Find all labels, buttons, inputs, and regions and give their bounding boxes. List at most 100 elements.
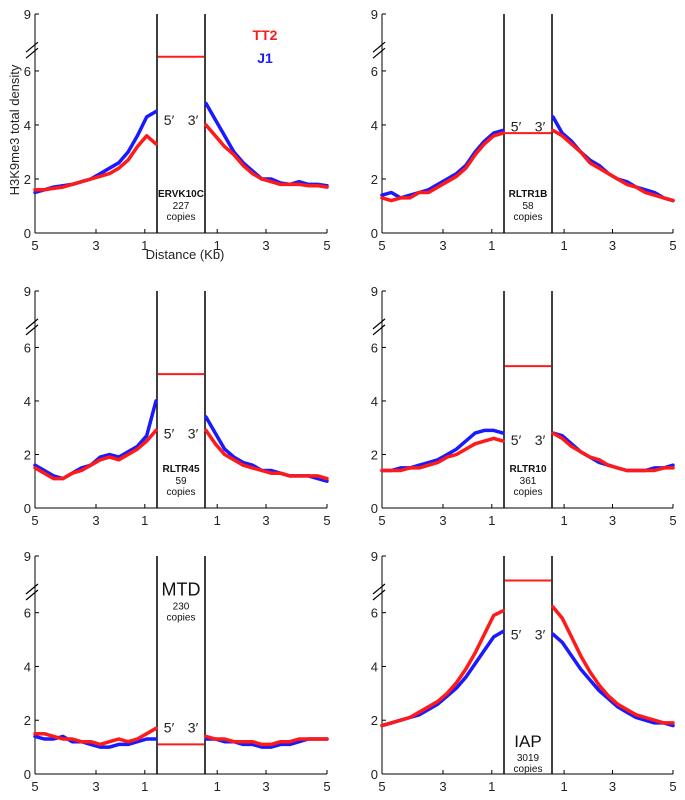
- x-tick-label: 1: [214, 238, 221, 253]
- copies-label: copies: [167, 613, 196, 624]
- axis-break-mark: [372, 589, 386, 601]
- y-tick-label: 6: [24, 64, 31, 79]
- copies-label: copies: [167, 212, 196, 223]
- y-tick-label: 9: [24, 549, 31, 564]
- x-tick-label: 5: [378, 513, 385, 528]
- y-tick-label: 6: [24, 606, 31, 621]
- copies-label: copies: [514, 764, 543, 775]
- y-tick-label: 0: [371, 226, 378, 241]
- x-tick-label: 1: [488, 513, 495, 528]
- series-j1-upstream: [33, 399, 158, 481]
- series-tt2-upstream: [33, 428, 158, 481]
- x-tick-label: 3: [92, 779, 99, 794]
- five-prime-label: 5′: [511, 119, 522, 135]
- element-name: MTD: [162, 580, 201, 600]
- x-tick-label: 3: [262, 238, 269, 253]
- axis-break-mark: [372, 318, 386, 330]
- three-prime-label: 3′: [188, 112, 199, 128]
- x-tick-label: 1: [560, 779, 567, 794]
- element-name: RLTR45: [162, 464, 199, 475]
- y-tick-label: 4: [24, 659, 31, 674]
- series-tt2-upstream: [33, 726, 158, 747]
- series-tt2-downstream: [204, 428, 329, 481]
- axis-break-mark: [25, 583, 39, 595]
- series-j1-upstream: [380, 428, 505, 473]
- y-tick-label: 2: [24, 713, 31, 728]
- x-tick-label: 3: [262, 513, 269, 528]
- x-tick-label: 3: [609, 779, 616, 794]
- x-tick-label: 1: [141, 513, 148, 528]
- x-tick-label: 5: [669, 513, 676, 528]
- x-tick-label: 5: [31, 779, 38, 794]
- y-tick-label: 0: [24, 767, 31, 782]
- axis-break-mark: [25, 318, 39, 330]
- series-tt2-downstream: [551, 605, 675, 725]
- axis-break-mark: [25, 47, 39, 59]
- series-tt2-downstream: [551, 431, 675, 473]
- x-tick-label: 3: [439, 238, 446, 253]
- y-axis-label: H3K9me3 total density: [7, 64, 22, 195]
- x-tick-label: 5: [669, 779, 676, 794]
- axis-break-mark: [25, 41, 39, 53]
- x-tick-label: 3: [262, 779, 269, 794]
- y-tick-label: 6: [371, 606, 378, 621]
- series-tt2-upstream: [380, 609, 505, 728]
- x-tick-label: 5: [323, 238, 330, 253]
- three-prime-label: 3′: [535, 627, 546, 643]
- five-prime-label: 5′: [164, 112, 175, 128]
- axis-break-mark: [25, 589, 39, 601]
- element-name: RLTR1B: [509, 189, 548, 200]
- x-tick-label: 1: [560, 238, 567, 253]
- y-tick-label: 0: [24, 226, 31, 241]
- axis-break-mark: [372, 324, 386, 336]
- y-tick-label: 0: [371, 501, 378, 516]
- x-tick-label: 1: [214, 779, 221, 794]
- y-tick-label: 9: [371, 549, 378, 564]
- y-tick-label: 9: [24, 7, 31, 22]
- copy-count: 3019: [517, 753, 540, 764]
- y-tick-label: 2: [24, 172, 31, 187]
- five-prime-label: 5′: [164, 425, 175, 441]
- y-tick-label: 4: [371, 394, 378, 409]
- x-tick-label: 5: [378, 238, 385, 253]
- three-prime-label: 3′: [188, 719, 199, 735]
- x-tick-label: 3: [609, 513, 616, 528]
- series-tt2-upstream: [33, 134, 158, 192]
- y-tick-label: 9: [371, 284, 378, 299]
- x-tick-label: 3: [92, 513, 99, 528]
- series-tt2-downstream: [204, 123, 329, 189]
- copy-count: 230: [173, 602, 190, 613]
- five-prime-label: 5′: [511, 627, 522, 643]
- y-tick-label: 6: [24, 340, 31, 355]
- x-tick-label: 5: [31, 238, 38, 253]
- y-tick-label: 6: [371, 64, 378, 79]
- y-tick-label: 2: [24, 447, 31, 462]
- x-tick-label: 5: [669, 238, 676, 253]
- y-tick-label: 6: [371, 340, 378, 355]
- legend-j1: J1: [257, 50, 273, 66]
- element-name: RLTR10: [509, 464, 546, 475]
- x-tick-label: 1: [214, 513, 221, 528]
- series-j1-upstream: [380, 629, 505, 728]
- axis-break-mark: [372, 47, 386, 59]
- three-prime-label: 3′: [535, 432, 546, 448]
- three-prime-label: 3′: [535, 119, 546, 135]
- copy-count: 59: [175, 476, 187, 487]
- element-name: ERVK10C: [158, 189, 204, 200]
- copies-label: copies: [514, 487, 543, 498]
- copy-count: 58: [522, 201, 534, 212]
- y-tick-label: 9: [371, 7, 378, 22]
- axis-break-mark: [372, 583, 386, 595]
- series-tt2-upstream: [380, 436, 505, 473]
- y-tick-label: 0: [24, 501, 31, 516]
- y-tick-label: 4: [24, 118, 31, 133]
- copy-count: 227: [173, 201, 190, 212]
- x-tick-label: 1: [141, 779, 148, 794]
- y-tick-label: 4: [371, 659, 378, 674]
- x-axis-label: Distance (Kb): [146, 247, 225, 262]
- copy-count: 361: [520, 476, 537, 487]
- x-tick-label: 1: [560, 513, 567, 528]
